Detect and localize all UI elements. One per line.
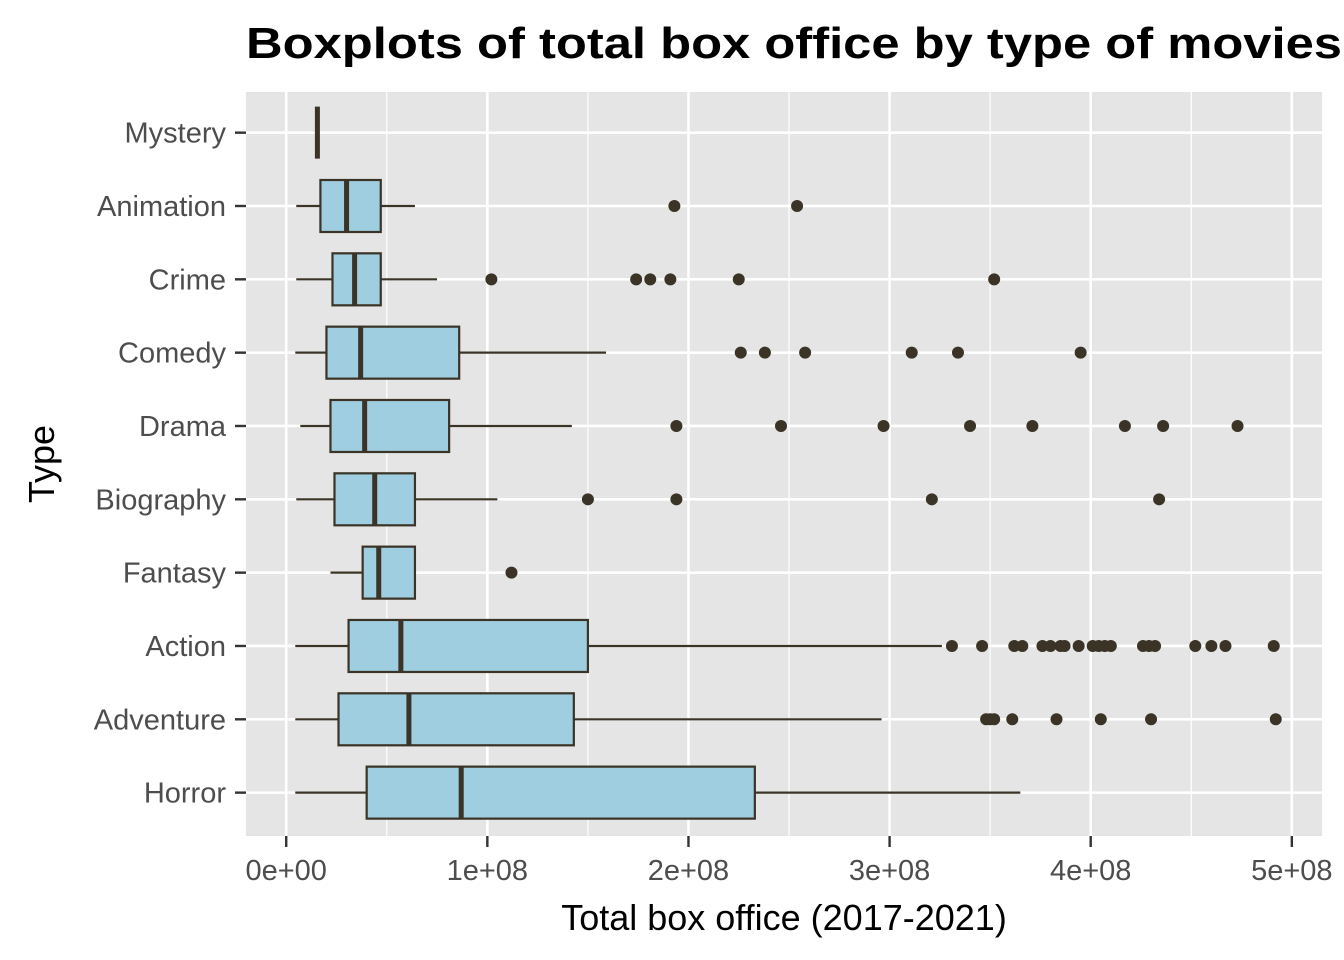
y-tick-label: Drama bbox=[139, 411, 227, 443]
outlier-point bbox=[664, 273, 677, 286]
box-adventure bbox=[295, 692, 1282, 747]
box-crime bbox=[296, 252, 1001, 307]
y-tick-label: Fantasy bbox=[123, 558, 227, 590]
outlier-point bbox=[670, 493, 683, 506]
chart-title: Boxplots of total box office by type of … bbox=[246, 19, 1342, 68]
outlier-point bbox=[1205, 639, 1218, 652]
outlier-point bbox=[951, 346, 964, 359]
outlier-point bbox=[1267, 639, 1280, 652]
outlier-point bbox=[630, 273, 643, 286]
box-iqr bbox=[365, 765, 756, 820]
y-tick-label: Biography bbox=[95, 484, 226, 516]
outlier-point bbox=[988, 273, 1001, 286]
outlier-point bbox=[1072, 639, 1085, 652]
y-tick-label: Action bbox=[145, 631, 226, 663]
outlier-point bbox=[1006, 713, 1019, 726]
box-drama bbox=[300, 398, 1244, 454]
box-animation bbox=[296, 178, 804, 234]
y-tick-label: Adventure bbox=[94, 704, 226, 736]
outlier-point bbox=[774, 419, 787, 432]
outlier-point bbox=[1157, 419, 1170, 432]
y-axis-title: Type bbox=[21, 425, 62, 503]
y-tick-label: Crime bbox=[149, 264, 226, 296]
outlier-point bbox=[1094, 713, 1107, 726]
outlier-point bbox=[1269, 713, 1282, 726]
outlier-point bbox=[1153, 493, 1166, 506]
x-tick-label: 1e+08 bbox=[447, 855, 528, 887]
box-iqr bbox=[325, 325, 461, 380]
x-tick-label: 4e+08 bbox=[1050, 855, 1131, 887]
outlier-point bbox=[1189, 639, 1202, 652]
outlier-point bbox=[581, 493, 594, 506]
outlier-point bbox=[1145, 713, 1158, 726]
outlier-point bbox=[976, 639, 989, 652]
x-axis: 0e+00 1e+08 2e+08 3e+08 4e+08 5e+08 bbox=[245, 836, 1333, 887]
y-tick-label: Horror bbox=[144, 778, 227, 810]
outlier-point bbox=[877, 419, 890, 432]
outlier-point bbox=[964, 419, 977, 432]
outlier-point bbox=[905, 346, 918, 359]
outlier-point bbox=[1219, 639, 1232, 652]
y-tick-label: Mystery bbox=[125, 118, 227, 150]
outlier-point bbox=[1050, 713, 1063, 726]
boxplot-series bbox=[295, 106, 1282, 820]
box-iqr bbox=[361, 545, 417, 600]
box-iqr bbox=[337, 692, 575, 747]
outlier-point bbox=[1058, 639, 1071, 652]
outlier-point bbox=[945, 639, 958, 652]
outlier-point bbox=[732, 273, 745, 286]
box-comedy bbox=[295, 325, 1087, 380]
outlier-point bbox=[668, 199, 681, 212]
outlier-point bbox=[1044, 639, 1057, 652]
outlier-point bbox=[644, 273, 657, 286]
box-iqr bbox=[347, 618, 590, 674]
box-action bbox=[295, 618, 1280, 674]
y-axis: Mystery Animation Crime Comedy Drama Biograph… bbox=[94, 118, 246, 810]
x-tick-label: 3e+08 bbox=[849, 855, 930, 887]
outlier-point bbox=[791, 199, 804, 212]
x-tick-label: 2e+08 bbox=[648, 855, 729, 887]
x-axis-title: Total box office (2017-2021) bbox=[561, 897, 1007, 938]
x-tick-label: 5e+08 bbox=[1251, 855, 1332, 887]
outlier-point bbox=[485, 273, 498, 286]
y-tick-label: Comedy bbox=[118, 338, 226, 370]
outlier-point bbox=[1074, 346, 1087, 359]
outlier-point bbox=[925, 493, 938, 506]
outlier-point bbox=[1026, 419, 1039, 432]
box-biography bbox=[296, 472, 1166, 527]
outlier-point bbox=[1149, 639, 1162, 652]
outlier-point bbox=[758, 346, 771, 359]
outlier-point bbox=[1104, 639, 1117, 652]
outlier-point bbox=[670, 419, 683, 432]
outlier-point bbox=[1118, 419, 1131, 432]
outlier-point bbox=[1016, 639, 1029, 652]
box-horror bbox=[295, 765, 1021, 820]
y-tick-label: Animation bbox=[97, 191, 226, 223]
outlier-point bbox=[799, 346, 812, 359]
box-fantasy bbox=[330, 545, 518, 600]
outlier-point bbox=[1231, 419, 1244, 432]
outlier-point bbox=[988, 713, 1001, 726]
box-iqr bbox=[319, 178, 382, 234]
outlier-point bbox=[505, 566, 518, 579]
outlier-point bbox=[734, 346, 747, 359]
x-tick-label: 0e+00 bbox=[245, 855, 326, 887]
box-iqr bbox=[329, 398, 451, 454]
